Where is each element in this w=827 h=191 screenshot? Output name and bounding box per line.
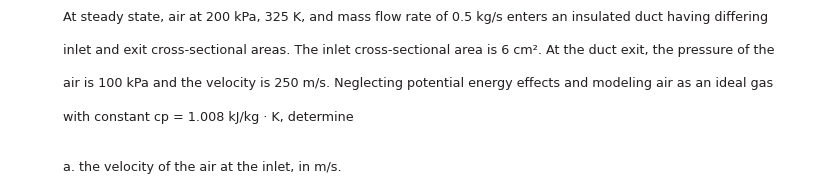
Text: inlet and exit cross-sectional areas. The inlet cross-sectional area is 6 cm². A: inlet and exit cross-sectional areas. Th… — [63, 44, 773, 57]
Text: a. the velocity of the air at the inlet, in m/s.: a. the velocity of the air at the inlet,… — [63, 161, 342, 174]
Text: with constant cp = 1.008 kJ/kg · K, determine: with constant cp = 1.008 kJ/kg · K, dete… — [63, 111, 353, 124]
Text: air is 100 kPa and the velocity is 250 m/s. Neglecting potential energy effects : air is 100 kPa and the velocity is 250 m… — [63, 77, 772, 90]
Text: At steady state, air at 200 kPa, 325 K, and mass flow rate of 0.5 kg/s enters an: At steady state, air at 200 kPa, 325 K, … — [63, 11, 767, 23]
